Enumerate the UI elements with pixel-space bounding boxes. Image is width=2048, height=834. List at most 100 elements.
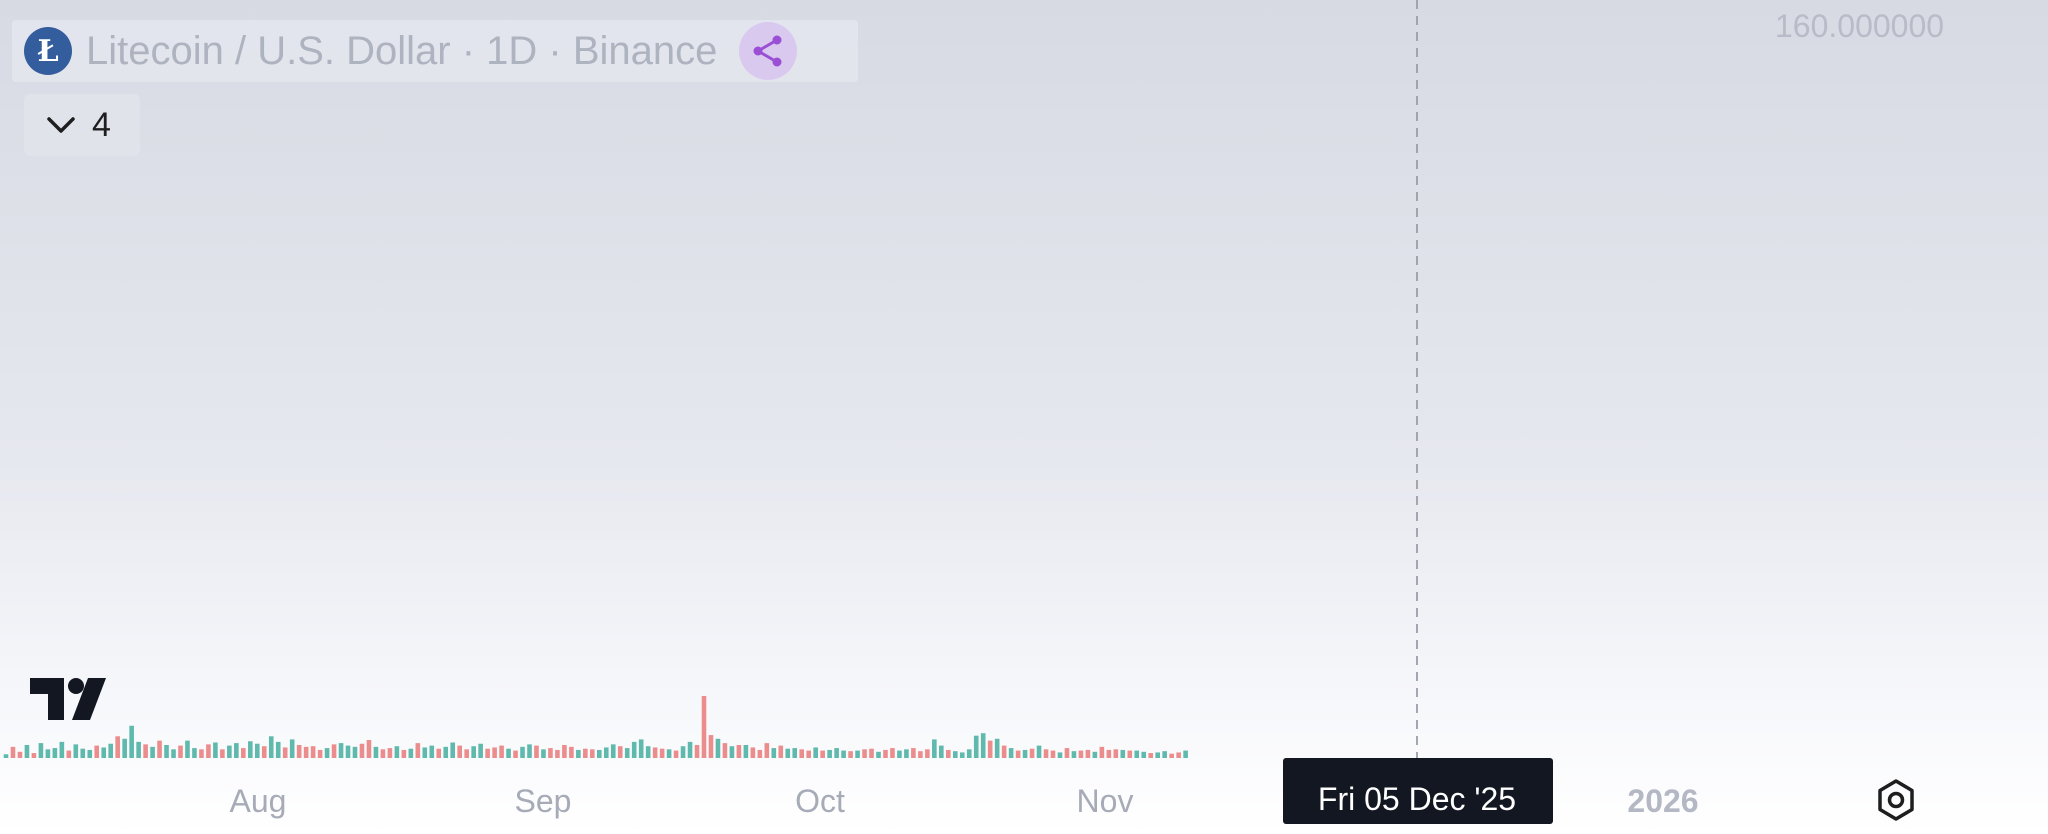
volume-bar xyxy=(80,748,86,758)
volume-bar xyxy=(973,735,979,758)
volume-bar xyxy=(1043,749,1049,758)
volume-bar xyxy=(254,743,260,758)
volume-bar xyxy=(380,749,386,758)
volume-bar xyxy=(729,746,735,758)
volume-bar xyxy=(443,746,449,758)
volume-bar xyxy=(394,746,400,758)
volume-bar xyxy=(918,751,923,758)
volume-bar xyxy=(708,735,714,758)
volume-bar xyxy=(1183,750,1188,758)
volume-bar xyxy=(506,748,511,758)
volume-bar xyxy=(827,749,832,758)
volume-bar xyxy=(366,740,372,758)
volume-bar xyxy=(1071,751,1077,758)
x-axis-label: 2026 xyxy=(1627,783,1698,819)
volume-bar xyxy=(345,745,351,758)
settings-icon[interactable] xyxy=(1874,778,1918,822)
volume-bar xyxy=(171,749,176,758)
volume-bar xyxy=(1029,748,1035,758)
volume-bar xyxy=(680,746,686,758)
volume-bar xyxy=(422,747,428,758)
volume-bar xyxy=(73,744,79,758)
volume-bar xyxy=(757,749,763,758)
volume-bar xyxy=(659,748,665,758)
volume-bar xyxy=(1050,750,1056,758)
share-icon[interactable] xyxy=(739,22,798,80)
volume-bar xyxy=(234,743,239,758)
volume-bar xyxy=(408,748,414,758)
volume-bar xyxy=(673,750,679,758)
volume-bar xyxy=(457,745,462,758)
volume-bar xyxy=(66,750,72,758)
volume-bar xyxy=(597,749,602,758)
volume-bar xyxy=(848,751,853,758)
volume-bar xyxy=(785,748,791,758)
volume-bar xyxy=(610,744,616,758)
volume-bar xyxy=(499,745,504,758)
volume-bar xyxy=(24,744,30,758)
volume-bar xyxy=(429,745,435,758)
volume-bar xyxy=(932,739,937,758)
indicators-toggle-button[interactable]: 4 xyxy=(24,94,140,156)
volume-bar xyxy=(52,748,58,758)
volume-bar xyxy=(834,748,839,758)
volume-bar xyxy=(652,747,658,758)
volume-bar xyxy=(101,747,107,758)
volume-bar xyxy=(994,738,1000,758)
volume-bar xyxy=(603,747,609,758)
volume-bar xyxy=(590,749,595,758)
volume-bar xyxy=(576,749,581,758)
volume-bar xyxy=(213,742,218,758)
volume-bar xyxy=(513,750,518,758)
volume-bar xyxy=(164,744,169,758)
x-axis-label: Nov xyxy=(1077,783,1134,819)
volume-bar xyxy=(1099,746,1105,758)
volume-bar xyxy=(855,750,860,758)
volume-bar xyxy=(959,752,965,758)
volume-bar xyxy=(904,749,909,758)
volume-bar xyxy=(45,749,51,758)
volume-bar xyxy=(555,749,560,758)
volume-bar xyxy=(583,748,588,758)
y-axis-tick-label: 160.000000 xyxy=(1775,8,1944,44)
volume-bar xyxy=(289,739,295,758)
volume-bar xyxy=(275,741,281,758)
volume-bar xyxy=(296,744,302,758)
volume-bar xyxy=(157,740,162,758)
volume-bar xyxy=(876,751,881,758)
volume-bar xyxy=(694,744,700,758)
volume-bar xyxy=(1036,745,1042,758)
volume-bar xyxy=(534,745,539,758)
volume-bar xyxy=(1127,750,1133,758)
volume-bar xyxy=(869,748,874,758)
volume-bar xyxy=(136,741,141,758)
volume-bar xyxy=(94,745,100,758)
volume-bar xyxy=(268,736,274,758)
volume-bar xyxy=(401,749,407,758)
volume-bar xyxy=(317,749,323,758)
chevron-down-icon xyxy=(47,117,75,133)
volume-bar xyxy=(17,751,23,758)
volume-bar xyxy=(1148,753,1154,758)
volume-bar xyxy=(820,750,825,758)
volume-bar xyxy=(1015,750,1021,758)
volume-bar xyxy=(862,749,867,758)
volume-bar xyxy=(722,743,728,758)
volume-bar xyxy=(841,750,846,758)
x-axis-label: Oct xyxy=(795,783,845,819)
volume-bar xyxy=(1113,749,1119,758)
volume-bar xyxy=(980,733,986,758)
volume-bar xyxy=(492,747,497,758)
volume-bar xyxy=(38,743,44,758)
volume-bar xyxy=(415,743,421,758)
volume-bar xyxy=(338,743,344,758)
tradingview-logo-icon[interactable] xyxy=(30,676,118,722)
symbol-title[interactable]: Litecoin / U.S. Dollar · 1D · Binance xyxy=(86,28,718,73)
volume-bar xyxy=(792,748,798,758)
volume-bar xyxy=(1134,750,1140,758)
volume-bar xyxy=(771,748,777,758)
volume-bar xyxy=(799,749,805,758)
symbol-legend[interactable]: Ł Litecoin / U.S. Dollar · 1D · Binance xyxy=(12,20,858,82)
